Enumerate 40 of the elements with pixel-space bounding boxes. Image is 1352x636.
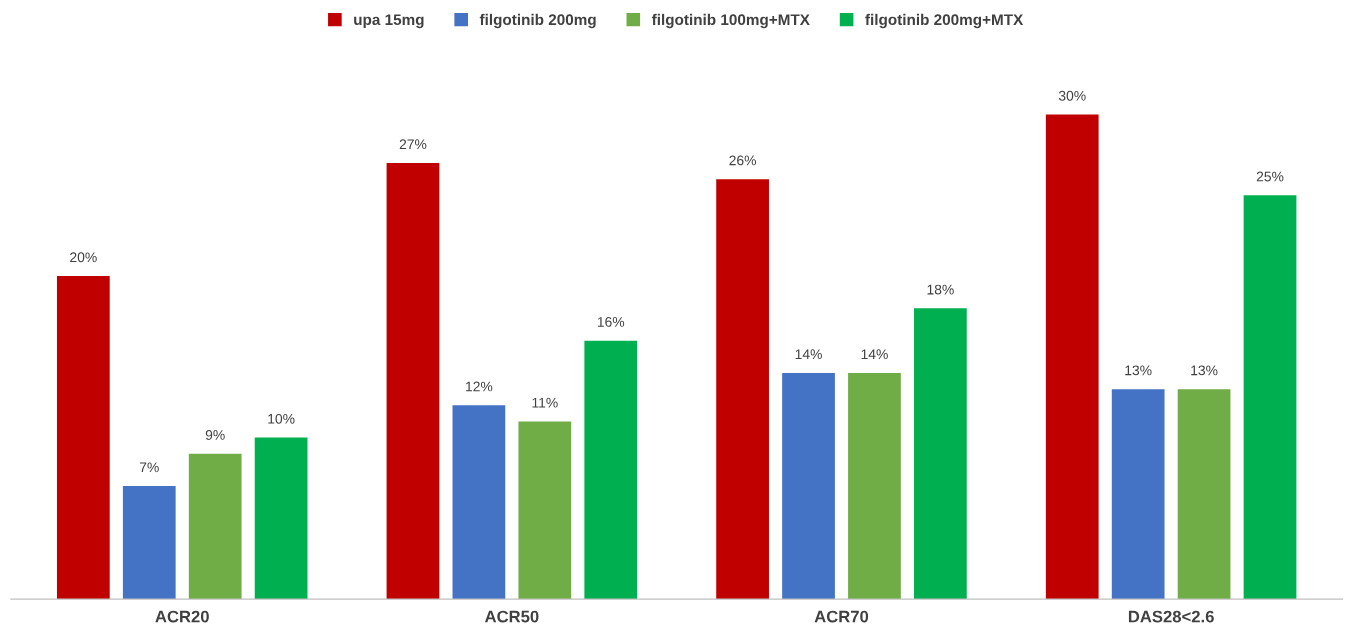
legend-label: filgotinib 100mg+MTX — [651, 13, 810, 29]
x-tick-label: ACR70 — [814, 610, 869, 623]
x-tick-label: DAS28<2.6 — [1128, 610, 1214, 623]
bar — [518, 421, 572, 600]
bar — [914, 308, 967, 600]
x-tick-label: ACR50 — [484, 610, 539, 623]
data-label: 30% — [1058, 90, 1086, 101]
bar — [452, 405, 506, 600]
bar — [188, 453, 242, 600]
data-label: 7% — [139, 462, 159, 473]
legend-label: filgotinib 200mg+MTX — [865, 13, 1024, 29]
bar — [716, 179, 769, 600]
bar — [1243, 195, 1297, 600]
data-label: 11% — [532, 397, 558, 408]
data-label: 16% — [597, 316, 625, 327]
bar — [1111, 389, 1165, 600]
bar — [584, 340, 638, 600]
bar — [56, 276, 110, 600]
data-label: 14% — [861, 349, 888, 360]
data-label: 18% — [927, 284, 954, 295]
data-label: 9% — [205, 430, 225, 440]
bar — [1045, 114, 1099, 600]
data-label: 10% — [268, 413, 295, 424]
data-label: 13% — [1191, 365, 1218, 376]
data-label: 27% — [399, 139, 427, 150]
data-label: 26% — [729, 155, 757, 166]
data-label: 20% — [70, 252, 97, 263]
x-tick-label: ACR20 — [155, 610, 209, 623]
legend-label: filgotinib 200mg — [479, 13, 596, 29]
data-label: 12% — [466, 381, 493, 392]
data-label: 25% — [1256, 171, 1284, 182]
bar — [386, 163, 440, 600]
data-label: 14% — [795, 349, 822, 360]
bar — [1177, 389, 1231, 600]
legend-label: upa 15mg — [354, 14, 424, 29]
data-label: 13% — [1125, 365, 1152, 376]
bar — [782, 372, 835, 600]
bar — [254, 437, 308, 600]
bar — [848, 372, 901, 600]
bar — [122, 486, 176, 600]
